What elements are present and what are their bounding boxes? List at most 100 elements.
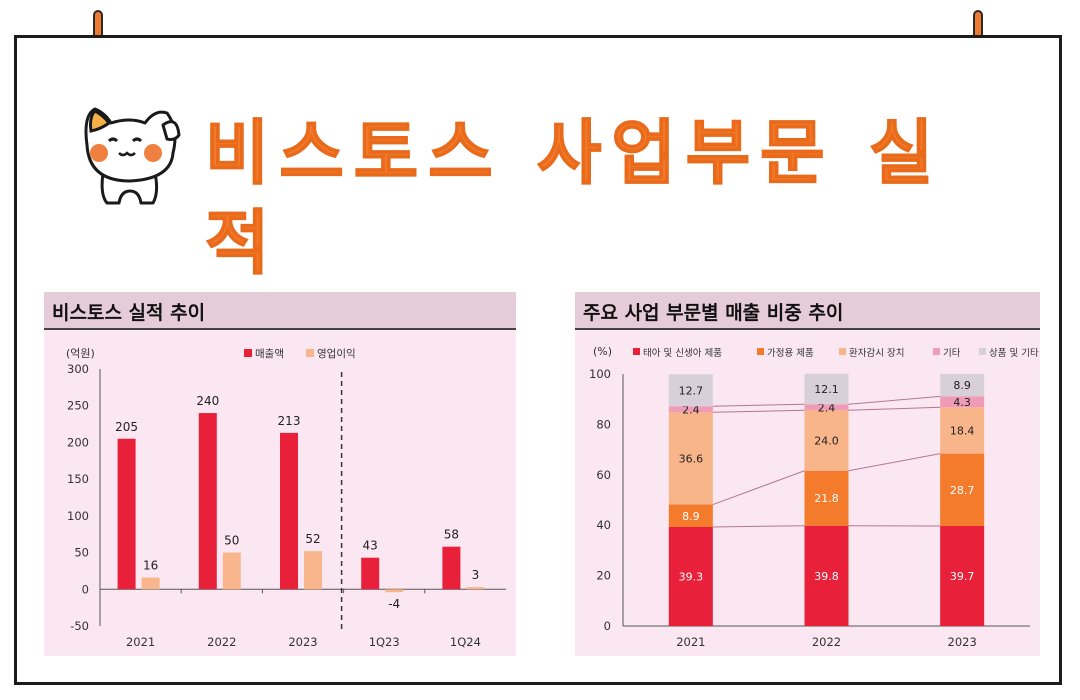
chart2-connector <box>712 470 805 506</box>
chart1-bar-op <box>304 551 322 590</box>
chart1-legend-label: 매출액 <box>255 348 284 360</box>
chart2-ytick-label: 100 <box>589 367 611 381</box>
chart1-data-label: 43 <box>363 539 378 553</box>
chart1-data-label: 3 <box>472 568 480 582</box>
chart2-segment-label: 21.8 <box>814 492 839 505</box>
chart2-segment <box>668 504 713 527</box>
chart2-segment <box>804 525 849 626</box>
chart1-data-label: 50 <box>224 534 239 548</box>
chart1-x-label: 2022 <box>207 635 236 649</box>
chart1-legend-label: 영업이익 <box>317 347 356 360</box>
chart2-connector <box>712 409 805 413</box>
chart1-data-label: 16 <box>143 559 158 573</box>
chart2-connector <box>848 395 941 405</box>
chart2-legend-label: 기타 <box>943 348 961 359</box>
chart1-svg: (억원) 300 250 200 150 100 50 0 -50 2021 205 16 2022 24… <box>66 347 506 649</box>
page-title: 비스토스 사업부문 실적 <box>204 111 944 285</box>
chart1-legend-swatch <box>306 349 314 357</box>
chart1-x-label: 2023 <box>288 635 317 649</box>
chart2-connector <box>848 453 941 472</box>
chart2-x-label: 2022 <box>812 635 841 649</box>
chart1-bar-op <box>466 587 485 590</box>
chart2-legend-swatch <box>979 348 986 355</box>
chart1-ytick-label: 0 <box>82 582 89 596</box>
chart1-header: 비스토스 실적 추이 <box>44 292 516 330</box>
chart2-ytick-label: 60 <box>596 468 611 482</box>
chart1-x-label: 2021 <box>126 635 155 649</box>
chart2-segment-label: 4.3 <box>953 396 971 409</box>
chart2-segment <box>804 410 849 471</box>
chart2-ytick-label: 0 <box>604 619 611 633</box>
chart2-legend-swatch <box>933 348 940 355</box>
chart2-segment <box>940 396 985 408</box>
chart2-segment <box>940 407 985 454</box>
chart2-segment-label: 36.6 <box>679 452 704 465</box>
chart-panel-segment-share: 주요 사업 부문별 매출 비중 추이 (%) 100 80 60 40 20 0 2021 39… <box>575 292 1040 656</box>
chart2-segment <box>668 374 713 407</box>
chart2-legend-swatch <box>757 348 764 355</box>
chart1-data-label: 205 <box>115 420 138 434</box>
chart2-segment-label: 2.4 <box>682 403 700 416</box>
chart2-segment-label: 28.7 <box>950 484 975 497</box>
chart2-segment-label: 8.9 <box>953 379 971 392</box>
chart2-segment <box>668 526 713 626</box>
chart2-segment-label: 39.8 <box>814 570 839 583</box>
chart2-unit: (%) <box>593 345 612 358</box>
chart2-ytick-label: 20 <box>596 569 611 583</box>
chart1-bar-sales <box>442 546 461 590</box>
chart1-legend-swatch <box>244 349 252 357</box>
chart1-bar-sales <box>117 438 136 590</box>
chart2-ytick-label: 80 <box>596 417 611 431</box>
chart2-segment-label: 8.9 <box>682 510 700 523</box>
chart2-legend-label: 가정용 제품 <box>767 348 814 359</box>
chart2-segment-label: 2.4 <box>818 401 836 414</box>
chart1-bar-sales <box>361 557 380 590</box>
chart2-header: 주요 사업 부문별 매출 비중 추이 <box>575 292 1040 330</box>
chart2-legend-swatch <box>839 348 846 355</box>
chart1-x-label: 1Q24 <box>450 635 481 649</box>
chart1-bar-sales <box>280 432 298 590</box>
chart2-segment <box>940 525 985 626</box>
chart2-legend-swatch <box>633 348 640 355</box>
chart2-segment <box>668 406 713 413</box>
chart1-ytick-label: 100 <box>67 509 89 523</box>
chart2-svg: (%) 100 80 60 40 20 0 2021 39.3 8.9 36.6 2.4 12.7 202… <box>589 345 1039 649</box>
chart2-x-label: 2023 <box>948 635 977 649</box>
chart1-x-label: 1Q23 <box>369 635 400 649</box>
chart2-segment <box>804 373 849 405</box>
chart2-legend-label: 태아 및 신생아 제품 <box>643 347 722 359</box>
chart1-bar-sales <box>198 413 217 590</box>
chart2-segment <box>804 470 849 526</box>
chart2-x-label: 2021 <box>676 635 705 649</box>
chart1-unit: (억원) <box>66 347 95 360</box>
cat-mascot-icon <box>84 107 181 205</box>
chart1-ytick-label: 50 <box>74 546 89 560</box>
chart1-title: 비스토스 실적 추이 <box>52 302 206 324</box>
chart2-segment <box>940 453 985 526</box>
chart2-segment <box>668 412 713 505</box>
chart1-ytick-label: 200 <box>67 435 89 449</box>
chart2-segment-label: 12.7 <box>679 384 704 397</box>
chart1-ytick-label: 150 <box>67 472 89 486</box>
chart2-segment-label: 18.4 <box>950 424 975 437</box>
chart2-segment <box>804 404 849 411</box>
chart1-data-label: -4 <box>388 597 400 611</box>
chart1-ytick-label: 300 <box>67 362 89 376</box>
chart1-bar-op <box>141 577 160 590</box>
chart2-segment-label: 39.3 <box>679 570 704 583</box>
chart2-segment-label: 24.0 <box>814 435 839 448</box>
chart1-bar-op <box>222 552 241 590</box>
chart2-segment-label: 39.7 <box>950 570 975 583</box>
chart2-segment-label: 12.1 <box>814 383 839 396</box>
chart1-data-label: 213 <box>278 414 301 428</box>
chart2-legend-label: 환자감시 장치 <box>849 347 904 359</box>
chart1-ytick-label: -50 <box>70 619 89 633</box>
chart2-segment <box>940 374 985 397</box>
chart2-ytick-label: 40 <box>596 518 611 532</box>
chart1-bar-op <box>385 589 404 593</box>
chart2-connector <box>712 403 805 407</box>
chart2-title: 주요 사업 부문별 매출 비중 추이 <box>583 302 844 324</box>
chart1-ytick-label: 250 <box>67 399 89 413</box>
chart2-connector <box>848 406 941 411</box>
chart1-data-label: 52 <box>305 532 320 546</box>
